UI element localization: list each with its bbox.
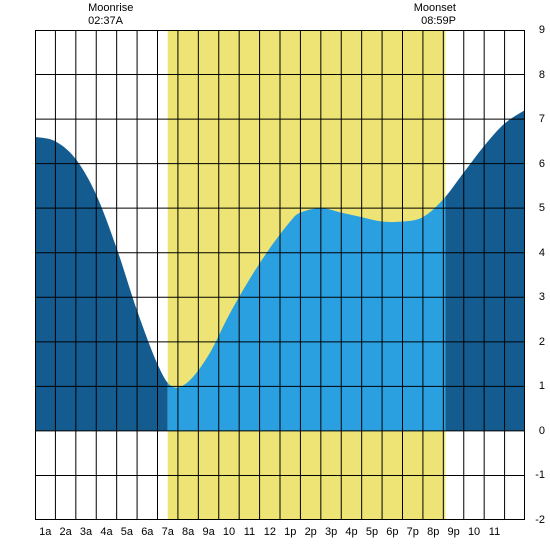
y-tick-label: 8 [539,69,545,81]
x-tick-label: 6p [382,526,402,538]
x-tick-label: 9p [443,526,463,538]
y-tick-label: 0 [539,425,545,437]
x-tick-label: 11 [239,526,259,538]
y-tick-label: 4 [539,247,545,259]
y-tick-label: 1 [539,380,545,392]
y-tick-label: 5 [539,202,545,214]
y-tick-label: -1 [535,469,545,481]
x-tick-label: 7p [403,526,423,538]
y-tick-label: 9 [539,24,545,36]
x-axis: 1a2a3a4a5a6a7a8a9a1011121p2p3p4p5p6p7p8p… [35,526,525,538]
x-tick-label: 10 [464,526,484,538]
x-tick-label: 1p [280,526,300,538]
x-tick-label: 5p [362,526,382,538]
x-tick-label: 9a [198,526,218,538]
moonrise-annotation: Moonrise 02:37A [88,2,133,28]
x-tick-label: 8p [423,526,443,538]
x-tick-label: 5a [117,526,137,538]
x-tick-label: 4p [341,526,361,538]
moonset-time: 08:59P [414,15,456,28]
tide-chart: Moonrise 02:37A Moonset 08:59P 1a2a3a4a5… [35,30,525,520]
x-tick-label: 4a [96,526,116,538]
x-tick-label: 3p [321,526,341,538]
x-tick-label: 7a [158,526,178,538]
x-tick-label: 2p [300,526,320,538]
moonrise-label: Moonrise [88,2,133,15]
x-tick-label: 3a [76,526,96,538]
y-tick-label: 2 [539,336,545,348]
moonset-annotation: Moonset 08:59P [414,2,456,28]
x-tick-label [505,526,525,538]
moonrise-time: 02:37A [88,15,133,28]
chart-canvas [35,30,525,520]
y-tick-label: 7 [539,113,545,125]
x-tick-label: 8a [178,526,198,538]
y-tick-label: 6 [539,158,545,170]
moonset-label: Moonset [414,2,456,15]
x-tick-label: 12 [260,526,280,538]
x-tick-label: 2a [55,526,75,538]
x-tick-label: 6a [137,526,157,538]
x-tick-label: 10 [219,526,239,538]
x-tick-label: 11 [484,526,504,538]
y-tick-label: 3 [539,291,545,303]
x-tick-label: 1a [35,526,55,538]
y-tick-label: -2 [535,514,545,526]
